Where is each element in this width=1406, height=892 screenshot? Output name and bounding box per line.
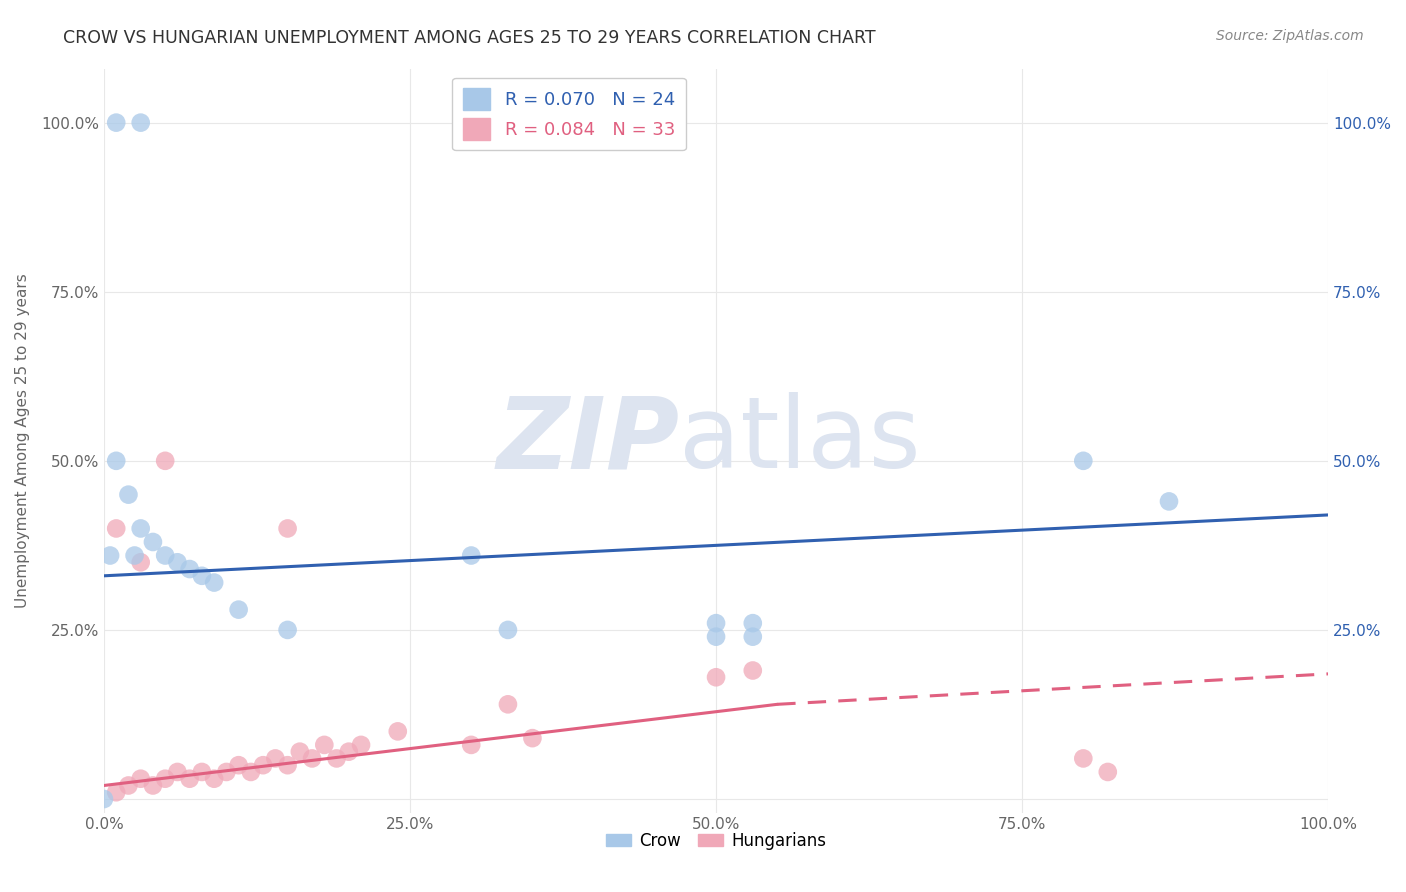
Point [179, 772, 201, 786]
Point [129, 521, 152, 535]
Point [117, 779, 139, 793]
Point [350, 738, 373, 752]
Point [252, 758, 274, 772]
Point [387, 724, 409, 739]
Point [215, 764, 238, 779]
Point [105, 521, 128, 535]
Point [741, 664, 763, 678]
Text: atlas: atlas [679, 392, 921, 489]
Point [496, 623, 519, 637]
Point [741, 616, 763, 631]
Point [277, 758, 299, 772]
Point [228, 602, 250, 616]
Point [142, 779, 165, 793]
Point [191, 569, 214, 583]
Point [704, 616, 727, 631]
Point [288, 745, 311, 759]
Point [522, 731, 544, 746]
Point [460, 549, 482, 563]
Point [1071, 454, 1094, 468]
Text: Source: ZipAtlas.com: Source: ZipAtlas.com [1216, 29, 1364, 43]
Point [98, 549, 121, 563]
Point [704, 670, 727, 684]
Point [179, 562, 201, 576]
Point [1157, 494, 1180, 508]
Y-axis label: Unemployment Among Ages 25 to 29 years: Unemployment Among Ages 25 to 29 years [15, 273, 30, 608]
Point [166, 764, 188, 779]
Point [264, 751, 287, 765]
Point [166, 555, 188, 569]
Point [314, 738, 336, 752]
Point [93, 792, 115, 806]
Point [1097, 764, 1119, 779]
Point [704, 630, 727, 644]
Point [741, 630, 763, 644]
Point [277, 623, 299, 637]
Point [325, 751, 347, 765]
Point [129, 555, 152, 569]
Point [202, 772, 225, 786]
Point [1071, 751, 1094, 765]
Point [202, 575, 225, 590]
Point [153, 454, 176, 468]
Point [239, 764, 262, 779]
Text: CROW VS HUNGARIAN UNEMPLOYMENT AMONG AGES 25 TO 29 YEARS CORRELATION CHART: CROW VS HUNGARIAN UNEMPLOYMENT AMONG AGE… [63, 29, 876, 46]
Point [153, 772, 176, 786]
Point [105, 454, 128, 468]
Point [129, 772, 152, 786]
Point [124, 549, 146, 563]
Point [153, 549, 176, 563]
Point [117, 488, 139, 502]
Text: ZIP: ZIP [496, 392, 679, 489]
Point [105, 115, 128, 129]
Point [191, 764, 214, 779]
Point [337, 745, 360, 759]
Point [460, 738, 482, 752]
Point [496, 698, 519, 712]
Point [105, 785, 128, 799]
Point [142, 535, 165, 549]
Legend: R = 0.070   N = 24, R = 0.084   N = 33: R = 0.070 N = 24, R = 0.084 N = 33 [453, 78, 686, 151]
Point [228, 758, 250, 772]
Point [129, 115, 152, 129]
Point [301, 751, 323, 765]
Point [277, 521, 299, 535]
